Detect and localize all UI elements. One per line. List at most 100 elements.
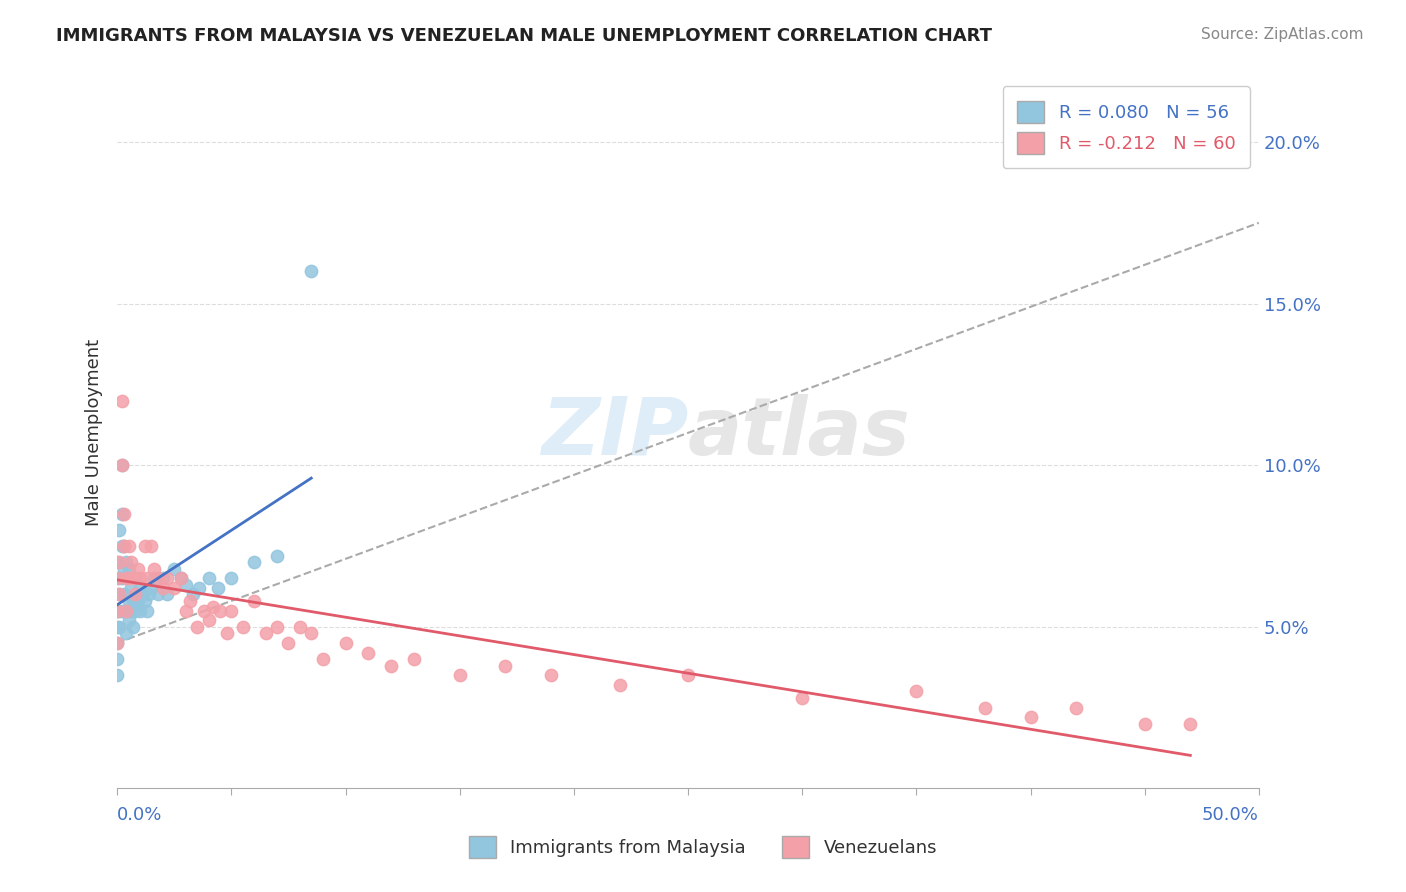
Point [357, 646, 380, 660]
Point [105, 636, 128, 650]
Point [207, 581, 229, 595]
Point [131, 587, 153, 601]
Point [221, 604, 243, 618]
Point [312, 652, 335, 666]
Point [115, 604, 138, 618]
Point [111, 539, 134, 553]
Point [163, 561, 186, 575]
Point [117, 561, 139, 575]
Point [105, 555, 128, 569]
Point [115, 571, 138, 585]
Point [1064, 700, 1087, 714]
Point [163, 581, 186, 595]
Point [254, 626, 277, 640]
Point [111, 604, 134, 618]
Point [108, 523, 131, 537]
Point [142, 571, 165, 585]
Text: Source: ZipAtlas.com: Source: ZipAtlas.com [1201, 27, 1364, 42]
Point [449, 668, 471, 682]
Point [129, 581, 152, 595]
Point [117, 594, 139, 608]
Point [108, 587, 131, 601]
Point [156, 587, 179, 601]
Point [299, 626, 322, 640]
Point [266, 620, 288, 634]
Point [105, 604, 128, 618]
Text: 0.0%: 0.0% [117, 806, 163, 824]
Point [186, 620, 208, 634]
Point [129, 604, 152, 618]
Point [208, 604, 231, 618]
Point [108, 571, 131, 585]
Point [277, 636, 299, 650]
Point [111, 507, 134, 521]
Point [112, 539, 135, 553]
Legend: R = 0.080   N = 56, R = -0.212   N = 60: R = 0.080 N = 56, R = -0.212 N = 60 [1002, 87, 1250, 169]
Point [402, 652, 425, 666]
Point [174, 578, 197, 592]
Point [105, 571, 128, 585]
Point [105, 604, 128, 618]
Point [120, 604, 142, 618]
Point [112, 507, 135, 521]
Point [134, 539, 156, 553]
Point [188, 581, 211, 595]
Point [202, 600, 225, 615]
Point [299, 264, 322, 278]
Legend: Immigrants from Malaysia, Venezuelans: Immigrants from Malaysia, Venezuelans [461, 829, 945, 865]
Point [117, 613, 139, 627]
Point [152, 571, 174, 585]
Point [1180, 716, 1202, 731]
Point [122, 620, 145, 634]
Y-axis label: Male Unemployment: Male Unemployment [86, 339, 103, 526]
Point [148, 587, 170, 601]
Point [108, 620, 131, 634]
Point [122, 571, 145, 585]
Point [111, 393, 134, 408]
Point [105, 620, 128, 634]
Point [111, 458, 134, 473]
Point [174, 604, 197, 618]
Point [1019, 710, 1042, 724]
Point [112, 604, 135, 618]
Point [540, 668, 562, 682]
Point [179, 594, 201, 608]
Point [288, 620, 311, 634]
Point [135, 571, 157, 585]
Point [148, 571, 170, 585]
Point [905, 684, 928, 698]
Point [127, 594, 149, 608]
Point [232, 620, 254, 634]
Point [142, 561, 165, 575]
Point [197, 571, 219, 585]
Point [141, 581, 163, 595]
Point [120, 581, 142, 595]
Point [792, 690, 814, 705]
Point [494, 658, 516, 673]
Point [609, 678, 631, 692]
Point [676, 668, 699, 682]
Point [266, 549, 288, 563]
Point [105, 668, 128, 682]
Point [181, 587, 204, 601]
Point [117, 539, 139, 553]
Point [170, 571, 193, 585]
Point [215, 626, 238, 640]
Point [108, 587, 131, 601]
Point [134, 594, 156, 608]
Point [156, 571, 179, 585]
Text: atlas: atlas [688, 394, 911, 472]
Point [122, 594, 145, 608]
Point [115, 604, 138, 618]
Point [141, 539, 163, 553]
Point [124, 587, 146, 601]
Point [115, 571, 138, 585]
Point [380, 658, 402, 673]
Text: 50.0%: 50.0% [1202, 806, 1258, 824]
Point [105, 652, 128, 666]
Point [111, 458, 134, 473]
Point [115, 555, 138, 569]
Point [335, 636, 357, 650]
Point [138, 587, 160, 601]
Point [197, 613, 219, 627]
